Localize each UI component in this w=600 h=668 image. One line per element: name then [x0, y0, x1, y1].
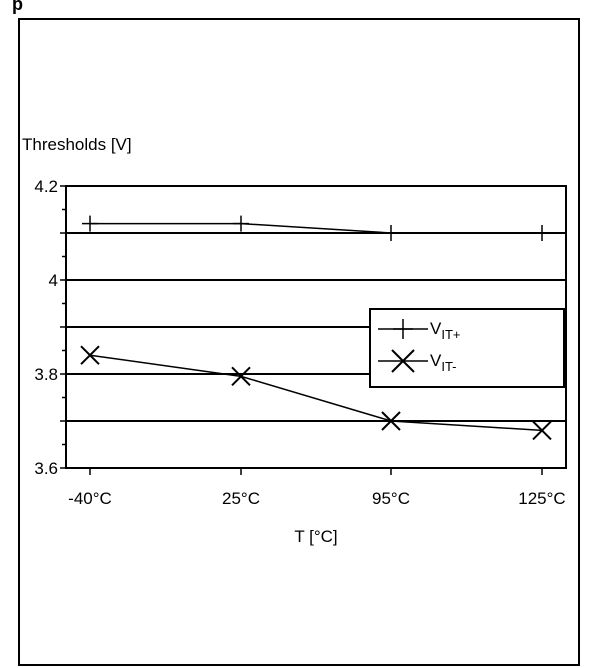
x-tick-label: 95°C [372, 489, 410, 508]
data-point [231, 366, 251, 387]
x-tick-label: -40°C [68, 489, 112, 508]
series-layer [80, 215, 552, 441]
data-point [80, 345, 100, 365]
data-point [532, 420, 552, 441]
y-tick-label: 3.6 [34, 459, 58, 478]
y-tick-label: 4.2 [34, 177, 58, 196]
legend-marker [391, 349, 415, 373]
x-tick-label: 125°C [518, 489, 565, 508]
y-axis: 4.2 4 3.8 3.6 [34, 177, 66, 478]
y-tick-label: 4 [49, 271, 58, 290]
legend: VIT+VIT- [369, 308, 565, 388]
figure-frame [18, 18, 580, 666]
x-axis-label: T [°C] [294, 527, 337, 546]
header-fragment: p [12, 0, 23, 14]
series-vit-plus [82, 215, 550, 241]
x-axis: -40°C 25°C 95°C 125°C [68, 468, 566, 508]
series-line [90, 222, 542, 234]
x-tick-label: 25°C [222, 489, 260, 508]
series-vit-minus [80, 345, 552, 441]
series-line [89, 354, 543, 432]
y-tick-label: 3.8 [34, 365, 58, 384]
data-point [381, 411, 401, 431]
y-axis-label: Thresholds [V] [22, 135, 132, 154]
legend-box [369, 308, 565, 388]
